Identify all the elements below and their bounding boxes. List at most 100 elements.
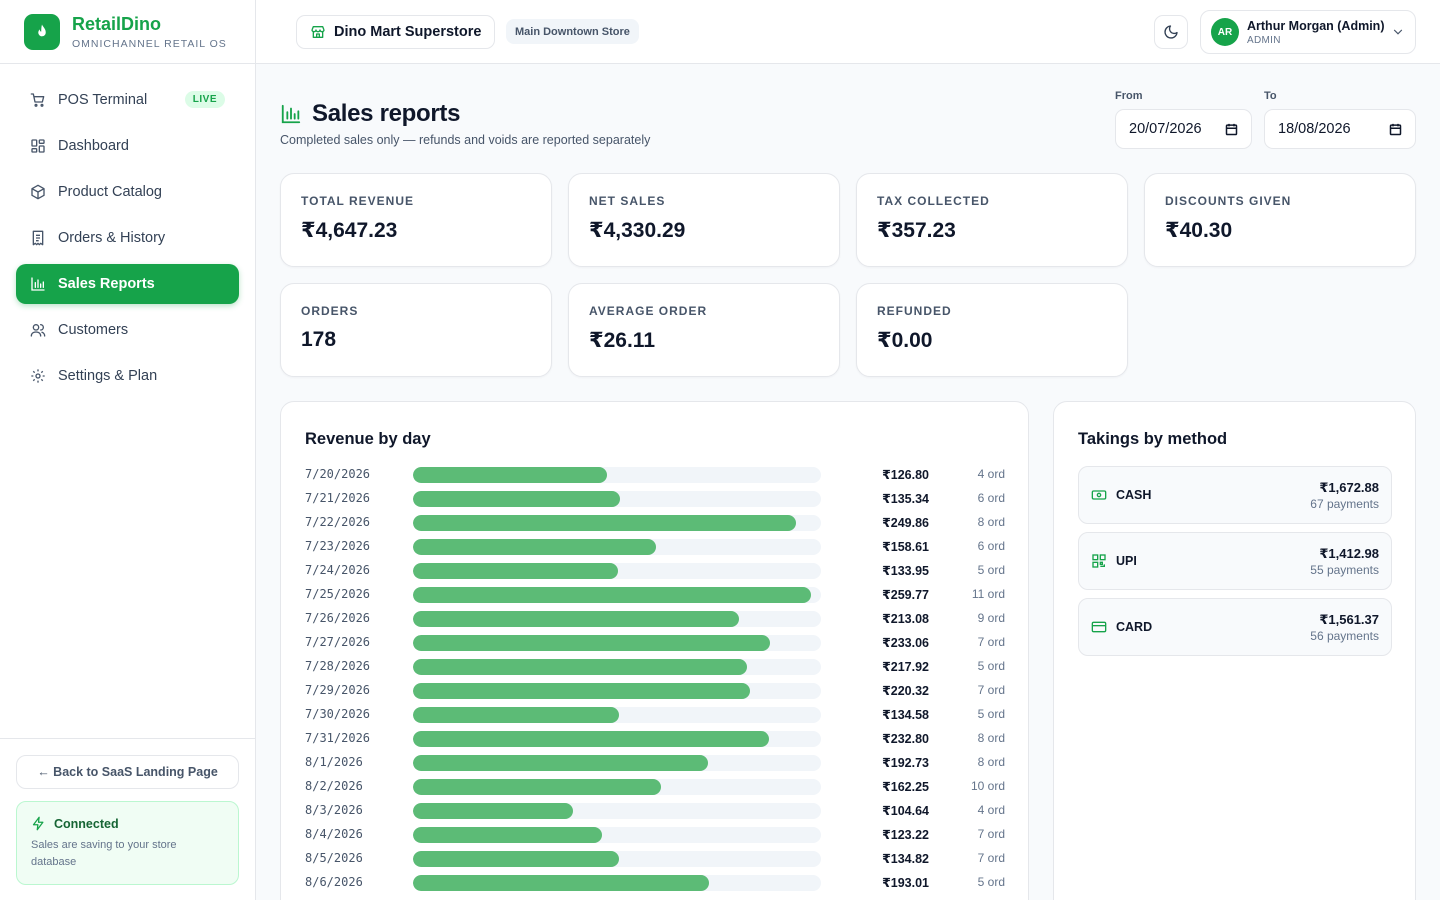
stat-label: DISCOUNTS GIVEN [1165,194,1292,208]
theme-toggle-button[interactable] [1154,15,1188,49]
revenue-row-date: 7/31/2026 [305,731,371,745]
sidebar-item-label: Product Catalog [58,184,162,200]
page-heading: Sales reports [280,100,460,128]
revenue-by-day-title: Revenue by day [305,430,431,448]
method-name: UPI [1116,554,1137,568]
revenue-row-amount: ₹217.92 [882,660,929,674]
stat-card-net-sales: NET SALES ₹4,330.29 [568,173,840,267]
method-count: 55 payments [1310,563,1379,577]
revenue-row-amount: ₹232.80 [882,732,929,746]
bar-chart-icon [280,103,302,125]
bar-chart-icon [30,276,46,292]
user-menu-button[interactable]: AR Arthur Morgan (Admin) ADMIN [1200,10,1416,54]
revenue-bar [413,803,573,819]
revenue-row-orders: 7 ord [977,827,1005,841]
method-amount: ₹1,672.88 [1319,480,1379,495]
revenue-row-amount: ₹158.61 [882,540,929,554]
back-to-landing-link[interactable]: ← Back to SaaS Landing Page [16,755,239,789]
sidebar-item-orders-history[interactable]: Orders & History [16,218,239,258]
stat-value: 178 [301,328,337,351]
sidebar-item-pos-terminal[interactable]: POS Terminal LIVE [16,80,239,120]
stat-card-total-revenue: TOTAL REVENUE ₹4,647.23 [280,173,552,267]
store-selector-button[interactable]: Dino Mart Superstore [296,15,496,49]
revenue-bar-track [413,635,821,651]
user-role: ADMIN [1247,34,1281,46]
from-date-input[interactable]: 20/07/2026 [1115,109,1252,149]
revenue-row-orders: 7 ord [977,851,1005,865]
stat-value: ₹4,647.23 [301,219,398,242]
avatar: AR [1211,18,1239,46]
revenue-bar [413,611,739,627]
stat-card-average-order: AVERAGE ORDER ₹26.11 [568,283,840,377]
calendar-icon[interactable] [1224,122,1239,137]
stat-label: AVERAGE ORDER [589,304,708,318]
revenue-row-amount: ₹193.01 [882,876,929,890]
revenue-bar-track [413,683,821,699]
stat-card-tax-collected: TAX COLLECTED ₹357.23 [856,173,1128,267]
revenue-bar [413,491,620,507]
revenue-bar-track [413,827,821,843]
revenue-row: 7/21/2026 ₹135.34 6 ord [305,487,1005,511]
sidebar-item-label: POS Terminal [58,92,148,108]
payment-method-cash: CASH ₹1,672.88 67 payments [1078,466,1392,524]
live-badge: LIVE [184,91,225,108]
revenue-row-orders: 9 ord [977,611,1005,625]
store-icon [310,24,326,40]
branch-chip: Main Downtown Store [506,19,639,44]
revenue-row: 7/20/2026 ₹126.80 4 ord [305,463,1005,487]
revenue-row: 8/3/2026 ₹104.64 4 ord [305,799,1005,823]
sidebar-item-sales-reports[interactable]: Sales Reports [16,264,239,304]
revenue-row: 7/26/2026 ₹213.08 9 ord [305,607,1005,631]
method-amount: ₹1,412.98 [1319,546,1379,561]
sidebar-item-dashboard[interactable]: Dashboard [16,126,239,166]
sidebar-nav: POS Terminal LIVE Dashboard Product Cata… [0,64,255,396]
payment-method-upi: UPI ₹1,412.98 55 payments [1078,532,1392,590]
revenue-row-amount: ₹123.22 [882,828,929,842]
revenue-row-orders: 6 ord [977,491,1005,505]
revenue-bar-track [413,875,821,891]
to-date-input[interactable]: 18/08/2026 [1264,109,1416,149]
method-name: CASH [1116,488,1152,502]
revenue-row-amount: ₹220.32 [882,684,929,698]
page-title: Sales reports [312,100,461,127]
stat-card-discounts-given: DISCOUNTS GIVEN ₹40.30 [1144,173,1416,267]
revenue-row: 7/28/2026 ₹217.92 5 ord [305,655,1005,679]
revenue-row-orders: 5 ord [977,659,1005,673]
stat-card-orders: ORDERS 178 [280,283,552,377]
sidebar-item-label: Dashboard [58,138,129,154]
revenue-bar-track [413,611,821,627]
revenue-row-orders: 8 ord [977,755,1005,769]
revenue-row: 7/30/2026 ₹134.58 5 ord [305,703,1005,727]
connection-status-title: Connected [54,816,119,831]
revenue-row: 7/31/2026 ₹232.80 8 ord [305,727,1005,751]
calendar-icon[interactable] [1388,122,1403,137]
from-label: From [1115,90,1143,102]
stat-label: TOTAL REVENUE [301,194,415,208]
revenue-row-date: 8/1/2026 [305,755,363,769]
revenue-bar [413,515,796,531]
sidebar-item-product-catalog[interactable]: Product Catalog [16,172,239,212]
revenue-bar-track [413,803,821,819]
sidebar-item-settings-plan[interactable]: Settings & Plan [16,356,239,396]
revenue-bar [413,707,619,723]
revenue-bar-track [413,515,821,531]
revenue-row-date: 7/20/2026 [305,467,371,481]
revenue-row-date: 7/29/2026 [305,683,371,697]
flame-logo-icon [24,13,60,50]
sidebar-item-customers[interactable]: Customers [16,310,239,350]
revenue-row-orders: 5 ord [977,875,1005,889]
brand[interactable]: RetailDino OMNICHANNEL RETAIL OS [0,0,255,64]
revenue-row-orders: 6 ord [977,539,1005,553]
sidebar-item-label: Sales Reports [58,276,155,292]
grid-icon [30,138,46,154]
revenue-row-amount: ₹249.86 [882,516,929,530]
connection-status-description: Sales are saving to your store database [31,839,177,868]
revenue-bar [413,563,618,579]
brand-tagline: OMNICHANNEL RETAIL OS [72,37,227,50]
revenue-row: 8/5/2026 ₹134.82 7 ord [305,847,1005,871]
revenue-bar-track [413,779,821,795]
stat-label: TAX COLLECTED [877,194,990,208]
stat-value: ₹357.23 [877,219,956,242]
method-count: 56 payments [1310,629,1379,643]
connection-status: Connected Sales are saving to your store… [16,801,239,885]
